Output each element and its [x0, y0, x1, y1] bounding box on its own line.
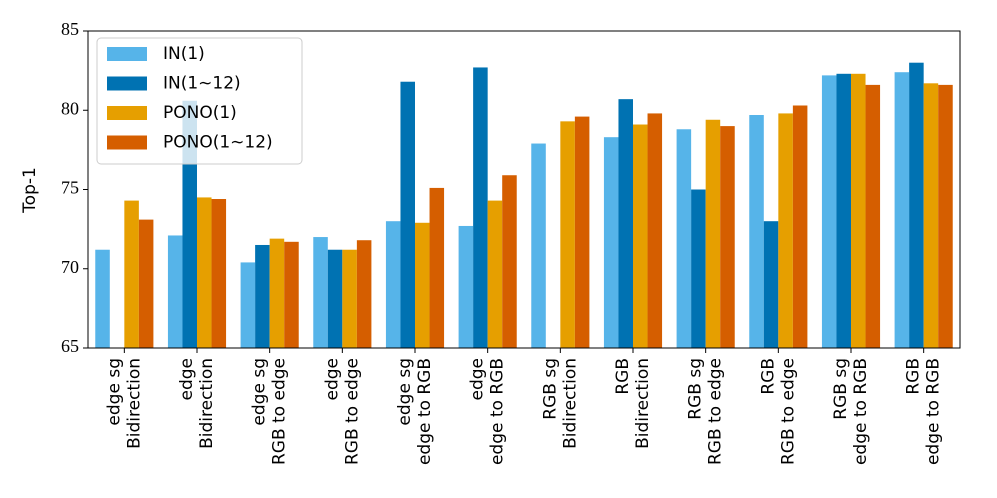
x-tick-label: edge to RGB: [415, 358, 435, 465]
bar: [502, 175, 517, 348]
bar: [415, 222, 430, 348]
bar: [938, 84, 953, 348]
y-tick-label: 70: [61, 257, 79, 277]
x-tick-label: edge: [177, 358, 197, 401]
bar: [284, 241, 299, 348]
legend-swatch: [107, 47, 147, 61]
bar: [676, 129, 692, 348]
bar: [574, 116, 590, 348]
bar: [923, 83, 939, 349]
bar: [749, 115, 764, 348]
x-tick-label: RGB: [613, 358, 633, 395]
bar: [792, 105, 808, 349]
bar: [124, 200, 139, 348]
x-tick-label: edge sg: [250, 358, 270, 426]
bar: [197, 197, 212, 348]
bar: [429, 187, 445, 348]
bar: [603, 137, 619, 348]
bar: [458, 225, 474, 348]
x-tick-label: RGB to edge: [342, 358, 362, 465]
bar: [473, 67, 488, 348]
legend-swatch: [107, 106, 147, 120]
y-tick-label: 75: [61, 178, 79, 198]
bar: [167, 235, 183, 348]
x-tick-label: edge to RGB: [851, 358, 871, 465]
bar: [342, 249, 357, 348]
bar: [851, 73, 866, 349]
x-tick-label: edge to RGB: [924, 358, 944, 465]
bar: [385, 221, 401, 348]
bar: [356, 240, 372, 348]
x-tick-label: Bidirection: [560, 358, 580, 449]
bar: [313, 237, 328, 348]
bar: [95, 249, 110, 348]
x-tick-label: RGB to edge: [778, 358, 798, 465]
legend-swatch: [107, 135, 147, 150]
bar: [560, 121, 575, 348]
x-tick-label: Bidirection: [197, 358, 217, 449]
bar: [909, 62, 924, 348]
y-tick-label: 65: [61, 336, 79, 356]
legend-label: PONO(1∼12): [163, 133, 273, 153]
x-tick-label: edge to RGB: [488, 358, 508, 465]
x-tick-label: edge: [322, 358, 342, 401]
legend-swatch: [107, 76, 147, 91]
bar: [720, 126, 735, 348]
bar: [633, 124, 648, 348]
x-tick-label: RGB sg: [831, 358, 851, 420]
x-tick-label: RGB to edge: [270, 358, 290, 465]
bar: [138, 219, 154, 348]
bar: [705, 119, 721, 348]
bar: [211, 199, 227, 348]
x-tick-label: RGB: [758, 358, 778, 395]
bar: [821, 75, 837, 348]
legend-box: [96, 37, 303, 165]
plot-frame: [87, 30, 961, 349]
bar: [836, 73, 851, 349]
bar: [269, 238, 285, 348]
x-tick-label: RGB sg: [540, 358, 560, 420]
bar: [763, 221, 779, 348]
y-axis-label: Top-1: [20, 167, 40, 214]
bar: [531, 143, 546, 348]
bar: [691, 189, 706, 348]
bar: [865, 84, 881, 348]
y-tick-label: 80: [61, 98, 79, 118]
x-tick-label: edge: [468, 358, 488, 401]
bar: [618, 99, 633, 348]
bar: [255, 244, 270, 348]
y-tick-label: 85: [61, 19, 79, 39]
x-tick-label: edge sg: [104, 358, 124, 426]
x-tick-label: RGB to edge: [706, 358, 726, 465]
legend-label: IN(1∼12): [163, 74, 241, 94]
bar: [894, 72, 910, 349]
x-tick-label: Bidirection: [633, 358, 653, 449]
x-tick-label: edge sg: [395, 358, 415, 426]
x-tick-label: RGB sg: [686, 358, 706, 420]
bar: [647, 113, 663, 348]
legend-label: IN(1): [163, 44, 205, 64]
bar: [778, 113, 793, 348]
bar: [400, 81, 415, 348]
bar: [487, 200, 503, 348]
bar: [240, 262, 256, 348]
bar: [327, 249, 343, 348]
x-tick-label: RGB: [904, 358, 924, 395]
legend-label: PONO(1): [163, 103, 237, 123]
x-tick-label: Bidirection: [124, 358, 144, 449]
